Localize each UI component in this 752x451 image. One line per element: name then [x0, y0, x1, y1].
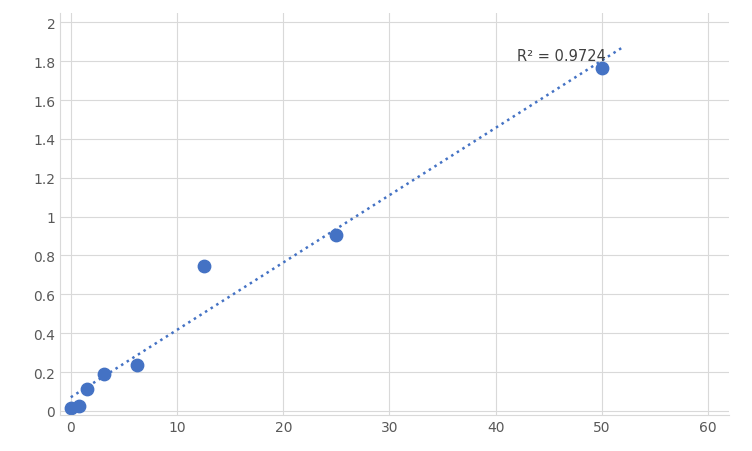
Point	[98, 370, 110, 377]
Point	[198, 262, 210, 270]
Point	[330, 232, 342, 239]
Point	[596, 65, 608, 73]
Text: R² = 0.9724: R² = 0.9724	[517, 48, 606, 64]
Point	[65, 405, 77, 412]
Point	[73, 402, 85, 410]
Point	[81, 385, 93, 392]
Point	[131, 361, 143, 368]
